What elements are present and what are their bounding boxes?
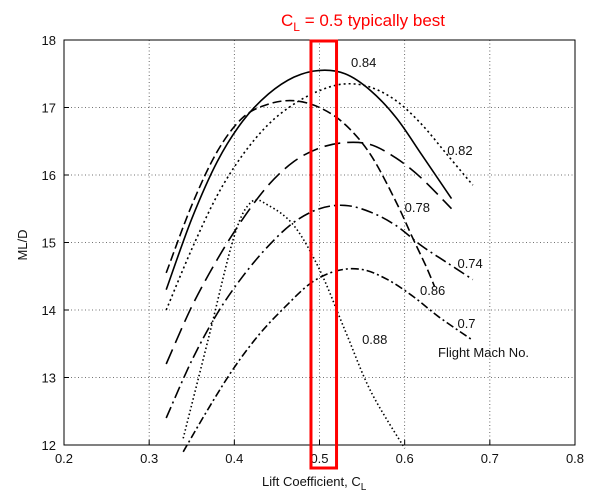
curve-label-mach-0-88: 0.88 xyxy=(362,332,387,347)
y-tick-label: 16 xyxy=(42,168,56,183)
y-tick-label: 17 xyxy=(42,101,56,116)
x-axis-title: Lift Coefficient, CL xyxy=(262,474,367,493)
x-tick-label: 0.3 xyxy=(140,451,158,466)
y-axis-title: ML/D xyxy=(15,229,30,260)
highlight-box xyxy=(309,39,339,470)
series-line-mach-0-78 xyxy=(165,141,453,365)
curve-label-mach-0-84: 0.84 xyxy=(351,55,376,70)
curve-labels: 0.84 0.82 0.86 0.78 0.74 0.7 0.88 xyxy=(351,55,483,347)
curve-label-mach-0-74: 0.74 xyxy=(457,256,482,271)
x-axis-title-main: Lift Coefficient, C xyxy=(262,474,361,489)
y-tick-label: 18 xyxy=(42,33,56,48)
x-tick-label: 0.5 xyxy=(310,451,328,466)
series-line-mach-0-7 xyxy=(182,267,474,453)
axis-ticks: 0.2 0.3 0.4 0.5 0.6 0.7 0.8 12 13 14 15 16 17 18 xyxy=(42,33,585,466)
series-lines xyxy=(165,69,474,453)
y-tick-label: 14 xyxy=(42,303,56,318)
y-tick-label: 15 xyxy=(42,236,56,251)
x-tick-label: 0.2 xyxy=(55,451,73,466)
grid xyxy=(64,40,575,445)
x-axis-title-sub: L xyxy=(361,482,367,493)
curve-label-mach-0-86: 0.86 xyxy=(420,283,445,298)
highlight-title: CL = 0.5 typically best xyxy=(281,11,445,34)
series-line-mach-0-84 xyxy=(165,69,453,290)
curve-label-mach-0-78: 0.78 xyxy=(405,200,430,215)
highlight-title-rest: = 0.5 typically best xyxy=(300,11,445,30)
series-line-mach-0-88 xyxy=(182,198,406,449)
curve-label-mach-0-7: 0.7 xyxy=(457,316,475,331)
y-tick-label: 12 xyxy=(42,438,56,453)
y-tick-label: 13 xyxy=(42,371,56,386)
x-tick-label: 0.6 xyxy=(396,451,414,466)
series-line-mach-0-86 xyxy=(165,99,436,287)
x-tick-label: 0.8 xyxy=(566,451,584,466)
series-line-mach-0-82 xyxy=(165,82,474,311)
series-line-mach-0-74 xyxy=(165,204,474,419)
x-tick-label: 0.4 xyxy=(225,451,243,466)
legend-title: Flight Mach No. xyxy=(438,345,529,360)
highlight-title-sub: L xyxy=(293,20,300,34)
highlight-title-main: C xyxy=(281,11,293,30)
curve-label-mach-0-82: 0.82 xyxy=(447,143,472,158)
x-tick-label: 0.7 xyxy=(481,451,499,466)
